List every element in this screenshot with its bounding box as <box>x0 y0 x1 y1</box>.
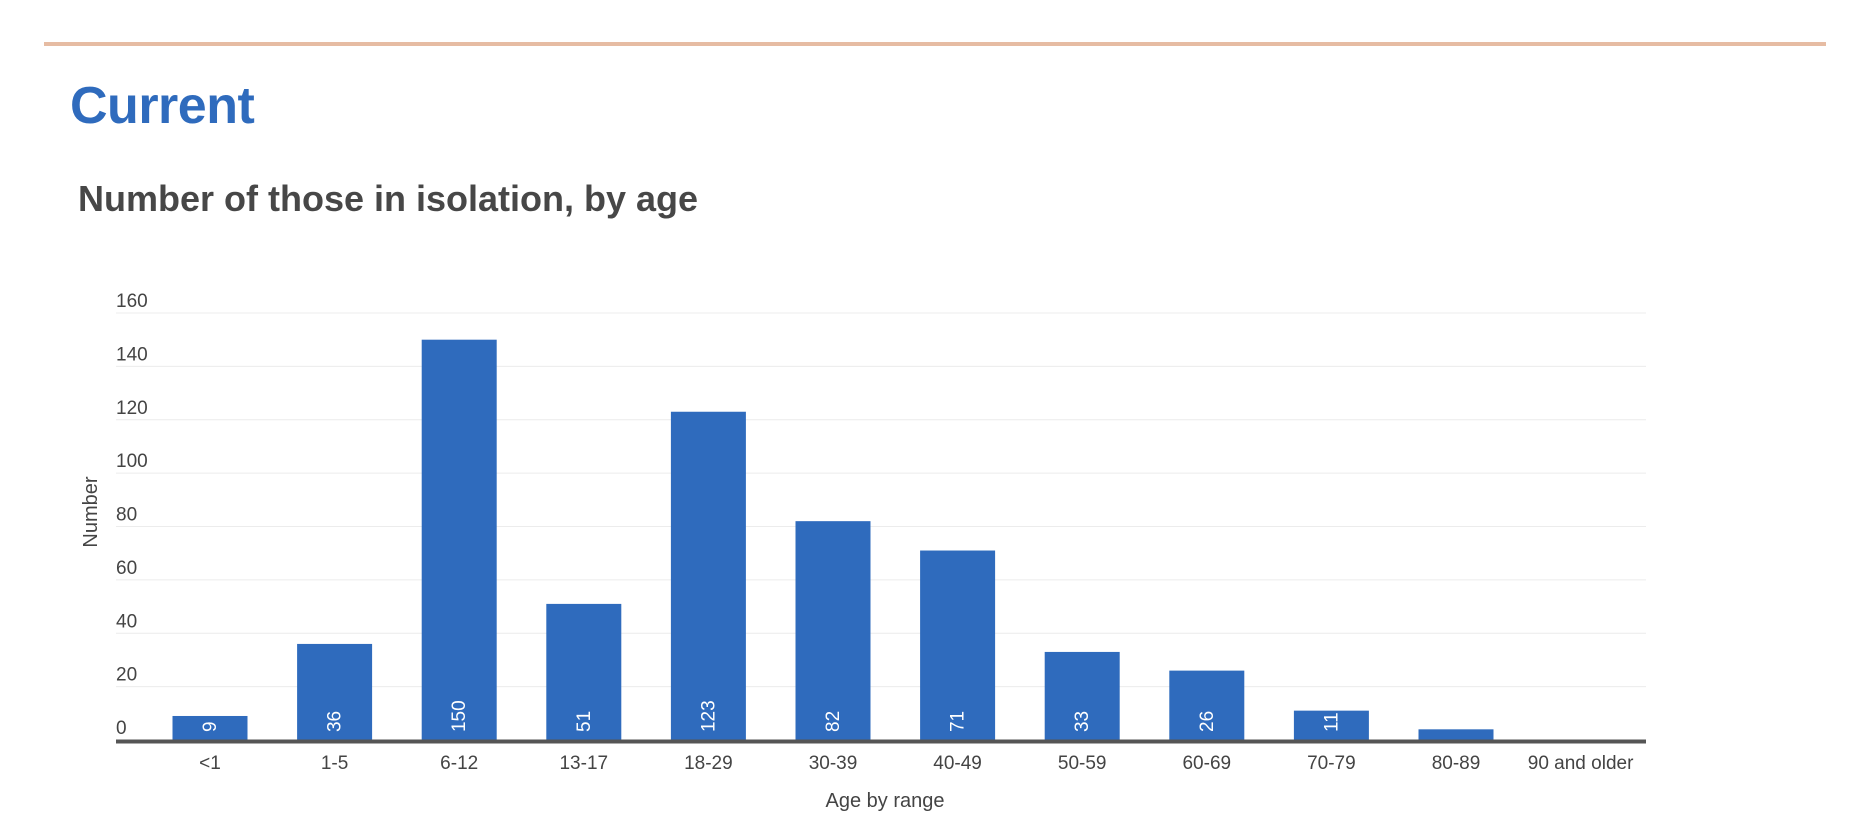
bar-data-label: 150 <box>449 700 470 732</box>
x-tick-label: 50-59 <box>1058 753 1107 774</box>
y-tick-label: 140 <box>116 344 148 365</box>
x-axis-title: Age by range <box>826 790 945 812</box>
bar-data-label: 82 <box>823 711 844 732</box>
bar-data-labels: 9 36 150 51 123 82 71 33 26 11 <box>200 700 1342 732</box>
y-tick-label: 20 <box>116 665 137 686</box>
bar <box>1044 651 1120 740</box>
bar-data-label: 123 <box>698 700 719 732</box>
x-axis-ticks: <1 1-5 6-12 13-17 18-29 30-39 40-49 50-59 60-69 7… <box>199 753 1634 774</box>
bar-data-label: 36 <box>325 711 346 732</box>
y-tick-label: 100 <box>116 451 148 472</box>
x-tick-label: 30-39 <box>809 753 858 774</box>
x-tick-label: 70-79 <box>1307 753 1356 774</box>
gridlines <box>116 312 1646 688</box>
x-tick-label: 40-49 <box>933 753 982 774</box>
x-tick-label: 6-12 <box>440 753 478 774</box>
bar-data-label: 11 <box>1321 712 1342 732</box>
y-axis-ticks: 0 20 40 60 80 100 120 140 160 <box>116 291 148 739</box>
bar <box>920 550 996 740</box>
section-title: Current <box>70 77 255 135</box>
bar <box>172 715 248 740</box>
x-tick-label: 80-89 <box>1432 753 1481 774</box>
x-tick-label: 60-69 <box>1182 753 1231 774</box>
x-tick-label: 13-17 <box>559 753 608 774</box>
chart-title: Number of those in isolation, by age <box>78 178 699 219</box>
bar-data-label: 71 <box>948 711 969 732</box>
bar <box>795 521 871 740</box>
y-axis-title: Number <box>80 476 102 547</box>
y-tick-label: 160 <box>116 291 148 312</box>
y-tick-label: 60 <box>116 558 137 579</box>
y-tick-label: 120 <box>116 398 148 419</box>
y-tick-label: 0 <box>116 718 127 739</box>
bar <box>670 411 746 740</box>
bar-data-label: 26 <box>1197 711 1218 732</box>
x-tick-label: 18-29 <box>684 753 733 774</box>
bar <box>1169 670 1245 740</box>
bar <box>1418 729 1494 740</box>
bar <box>421 339 497 740</box>
x-tick-label: <1 <box>199 753 221 774</box>
top-divider <box>44 42 1826 46</box>
bar-data-label: 33 <box>1072 711 1093 732</box>
bar <box>1293 710 1369 740</box>
bar-data-label: 51 <box>574 711 595 732</box>
bars <box>172 339 1494 740</box>
bar-data-label: 9 <box>200 721 221 732</box>
y-tick-label: 80 <box>116 505 137 526</box>
y-tick-label: 40 <box>116 611 137 632</box>
x-tick-label: 90 and older <box>1528 753 1634 774</box>
bar <box>297 643 373 740</box>
bar <box>546 603 622 740</box>
x-tick-label: 1-5 <box>321 753 348 774</box>
